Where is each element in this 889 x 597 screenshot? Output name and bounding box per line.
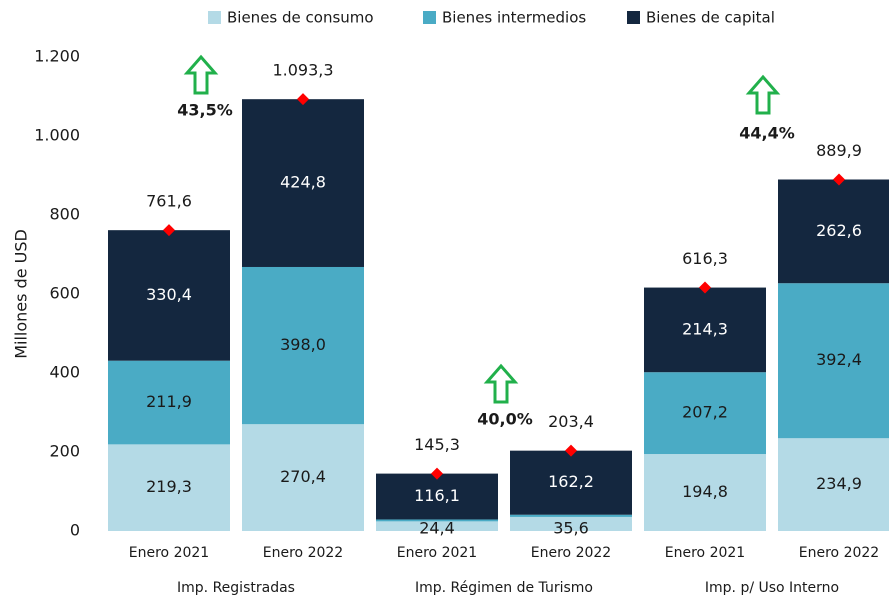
growth-label: 43,5% <box>177 101 233 120</box>
data-label: 24,4 <box>419 519 455 538</box>
data-label: 219,3 <box>146 477 192 496</box>
data-label: 392,4 <box>816 350 862 369</box>
data-label: 270,4 <box>280 467 326 486</box>
total-marker <box>431 467 443 480</box>
bar-segment <box>778 283 889 439</box>
data-label: 116,1 <box>414 486 460 505</box>
legend-label: Bienes intermedios <box>442 9 586 27</box>
legend-label: Bienes de consumo <box>227 9 374 27</box>
total-label: 1.093,3 <box>272 61 333 80</box>
bar-segment <box>242 266 364 425</box>
total-marker <box>297 93 309 106</box>
total-label: 203,4 <box>548 412 594 431</box>
total-marker <box>163 224 175 237</box>
bar-segment <box>108 444 230 531</box>
y-tick-label: 1.200 <box>34 47 80 66</box>
data-label: 35,6 <box>553 519 589 538</box>
total-marker <box>699 281 711 294</box>
bar-segment <box>108 230 230 361</box>
y-tick-label: 400 <box>49 363 80 382</box>
x-tick-label: Enero 2022 <box>799 545 879 561</box>
total-label: 616,3 <box>682 249 728 268</box>
data-label: 262,6 <box>816 221 862 240</box>
bar-segment <box>376 521 498 531</box>
total-marker <box>565 444 577 457</box>
bar-segment <box>376 473 498 520</box>
bar-segment <box>376 519 498 522</box>
total-label: 145,3 <box>414 435 460 454</box>
bar-segment <box>510 516 632 531</box>
growth-arrow <box>483 363 519 404</box>
legend-swatch <box>423 11 436 24</box>
x-tick-label: Enero 2022 <box>263 545 343 561</box>
growth-arrow <box>745 74 781 115</box>
data-label: 207,2 <box>682 403 728 422</box>
growth-arrow <box>183 54 219 95</box>
total-marker <box>833 173 845 186</box>
growth-label: 40,0% <box>477 410 533 429</box>
total-label: 761,6 <box>146 192 192 211</box>
group-label: Imp. Registradas <box>177 580 295 596</box>
x-tick-label: Enero 2021 <box>665 545 745 561</box>
group-label: Imp. Régimen de Turismo <box>415 580 593 596</box>
x-tick-label: Enero 2022 <box>531 545 611 561</box>
y-axis-label: Millones de USD <box>12 229 31 359</box>
data-label: 214,3 <box>682 319 728 338</box>
data-label: 162,2 <box>548 472 594 491</box>
bar-segment <box>778 438 889 531</box>
y-tick-label: 600 <box>49 284 80 303</box>
data-label: 330,4 <box>146 285 192 304</box>
bar-segment <box>778 179 889 284</box>
data-label: 424,8 <box>280 173 326 192</box>
bar-segment <box>108 360 230 445</box>
y-tick-label: 200 <box>49 442 80 461</box>
legend-label: Bienes de capital <box>646 9 775 27</box>
group-label: Imp. p/ Uso Interno <box>705 580 839 596</box>
legend-swatch <box>627 11 640 24</box>
bar-segment <box>510 450 632 515</box>
bar-segment <box>644 287 766 373</box>
total-label: 889,9 <box>816 141 862 160</box>
bar-segment <box>242 424 364 531</box>
x-tick-label: Enero 2021 <box>397 545 477 561</box>
bar-segment <box>644 454 766 531</box>
bar-segment <box>510 514 632 517</box>
y-tick-label: 800 <box>49 205 80 224</box>
data-label: 234,9 <box>816 474 862 493</box>
y-tick-label: 1.000 <box>34 126 80 145</box>
legend-swatch <box>208 11 221 24</box>
data-label: 398,0 <box>280 335 326 354</box>
y-tick-label: 0 <box>70 521 80 540</box>
bar-segment <box>242 99 364 267</box>
x-tick-label: Enero 2021 <box>129 545 209 561</box>
bar-segment <box>644 372 766 455</box>
data-label: 211,9 <box>146 392 192 411</box>
growth-label: 44,4% <box>739 124 795 143</box>
data-label: 194,8 <box>682 482 728 501</box>
